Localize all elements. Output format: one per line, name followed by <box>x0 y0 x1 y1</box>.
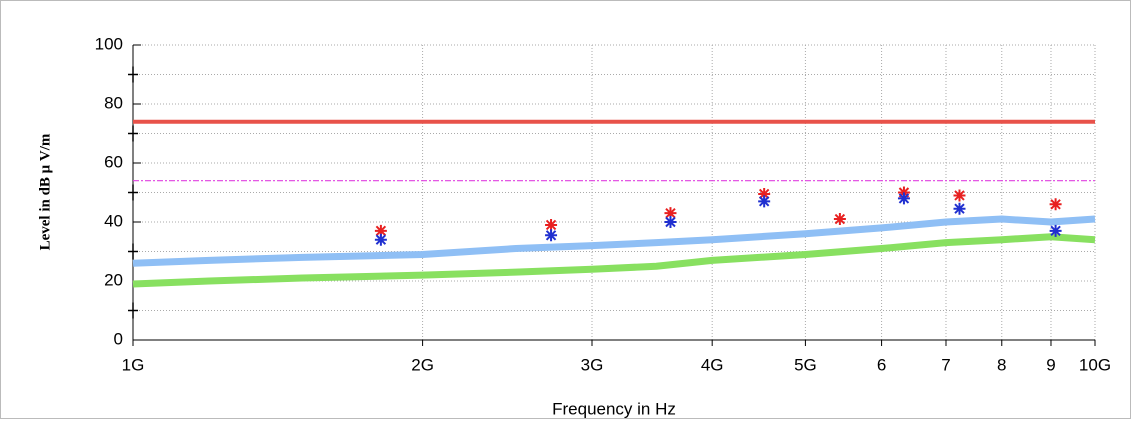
y-tick-label: 0 <box>114 329 123 348</box>
x-tick-label: 3G <box>581 355 604 374</box>
marker <box>374 224 387 237</box>
x-tick-label: 7 <box>941 355 950 374</box>
x-tick-label: 9 <box>1046 355 1055 374</box>
y-tick-label: 100 <box>95 34 123 53</box>
x-tick-label: 2G <box>411 355 434 374</box>
x-tick-label: 8 <box>997 355 1006 374</box>
marker <box>953 189 966 202</box>
marker <box>664 216 677 228</box>
y-tick-label: 20 <box>104 270 123 289</box>
x-tick-label: 6 <box>877 355 886 374</box>
x-axis-label: Frequency in Hz <box>552 399 676 418</box>
marker <box>758 187 771 200</box>
marker <box>374 233 387 246</box>
marker <box>953 202 966 215</box>
y-tick-label: 40 <box>104 211 123 230</box>
marker <box>545 229 558 242</box>
marker <box>545 218 558 231</box>
marker <box>664 207 677 220</box>
trace <box>132 215 1096 267</box>
trace <box>132 233 1096 288</box>
marker <box>897 192 910 205</box>
y-tick-label: 80 <box>104 93 123 112</box>
y-axis-label: Level in dB μ V/m <box>37 133 53 250</box>
x-tick-label: 4G <box>701 355 724 374</box>
marker <box>758 195 771 208</box>
marker <box>833 213 846 226</box>
x-tick-label: 5G <box>794 355 817 374</box>
x-tick-label: 1G <box>122 355 145 374</box>
y-tick-label: 60 <box>104 152 123 171</box>
x-tick-label: 10G <box>1079 355 1111 374</box>
marker <box>1049 224 1062 237</box>
marker <box>1049 198 1062 211</box>
